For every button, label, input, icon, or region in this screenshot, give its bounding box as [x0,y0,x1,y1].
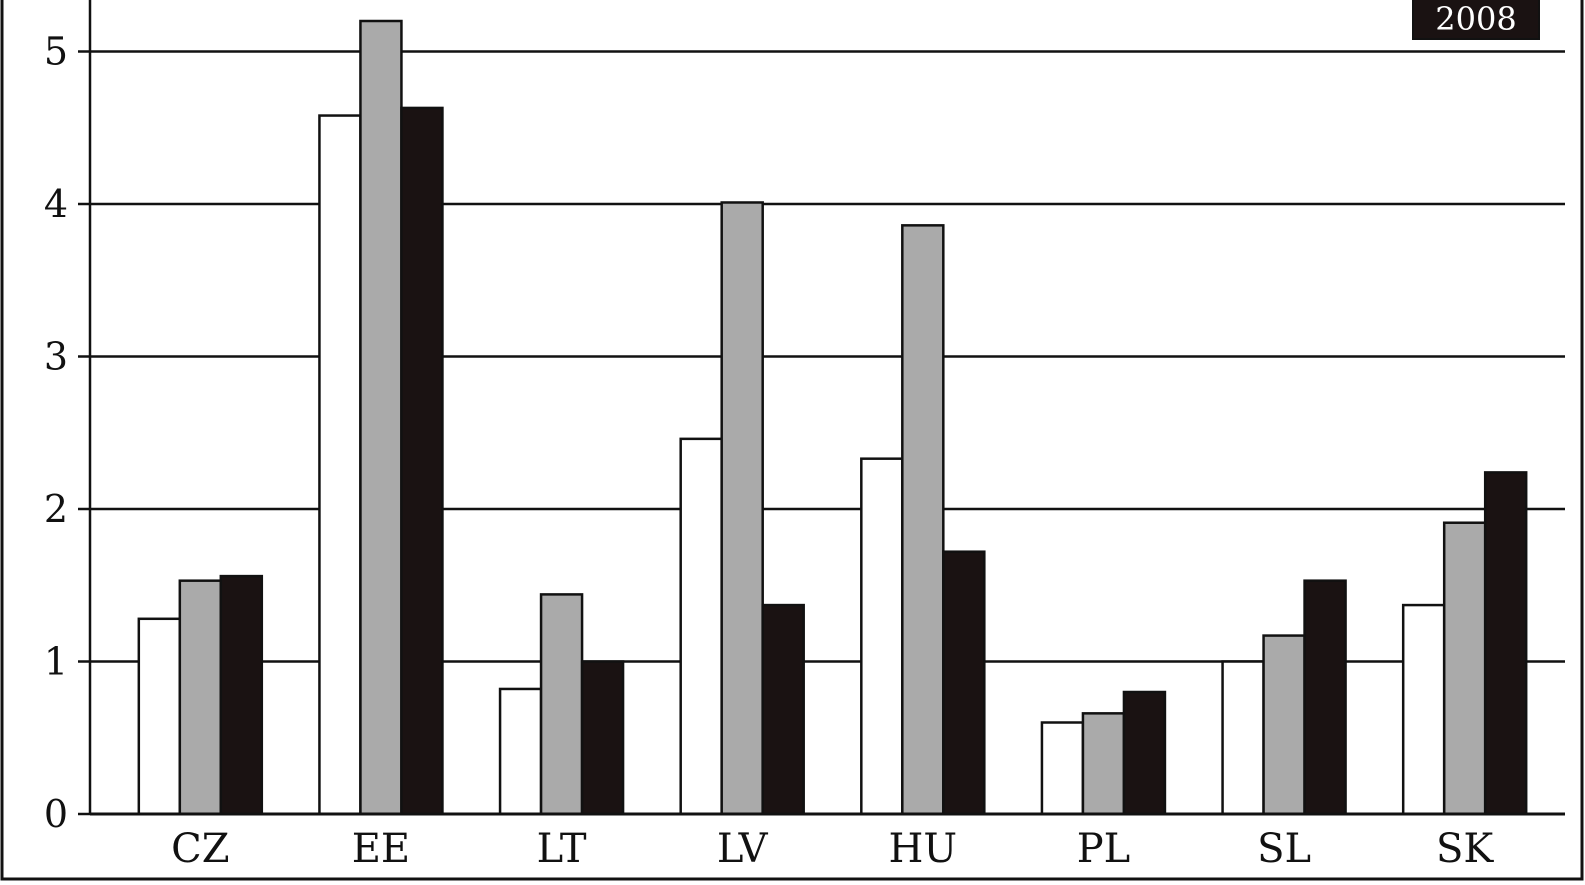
bar-HU-series-3 [942,550,986,816]
bar-SL-series-2 [1262,634,1306,816]
x-tick-label-HU: HU [889,826,958,872]
x-tick-label-EE: EE [352,826,410,872]
bar-SK-series-3 [1483,471,1528,816]
x-tick-label-SK: SK [1436,826,1494,872]
bar-LV-series-3 [761,603,805,816]
bar-PL-series-1 [1040,721,1085,816]
bar-SL-series-3 [1303,579,1347,816]
y-tick-label-4: 4 [44,182,68,226]
x-tick-label-LV: LV [717,826,769,872]
y-tick-label-2: 2 [44,487,68,531]
x-tick-label-CZ: CZ [171,826,229,872]
bar-SK-series-2 [1442,521,1487,816]
bar-LT-series-1 [498,687,543,816]
bar-SL-series-1 [1221,660,1265,816]
y-tick-label-3: 3 [44,335,68,379]
bar-LT-series-3 [580,660,625,816]
bar-PL-series-2 [1081,712,1126,816]
legend-swatch-2008 [1412,0,1540,40]
axes: 0 1 2 3 4 5 CZ EE LT LV HU PL SL SK [44,0,1565,872]
bar-SK-series-1 [1401,603,1446,816]
y-tick-label-0: 0 [44,792,68,836]
bar-CZ-series-1 [137,617,182,816]
bar-EE-series-2 [359,19,403,816]
bar-EE-series-3 [400,106,444,816]
bar-LV-series-1 [679,437,723,816]
bar-CZ-series-2 [178,579,223,816]
legend: 2008 [1412,0,1540,40]
legend-label-2008: 2008 [1435,0,1516,38]
bar-LV-series-2 [720,201,764,816]
y-tick-label-5: 5 [44,30,68,74]
bar-HU-series-2 [901,224,945,816]
bar-EE-series-1 [318,114,362,816]
bars [137,19,1528,816]
x-tick-label-LT: LT [537,826,587,872]
x-tick-label-SL: SL [1257,826,1311,872]
y-tick-label-1: 1 [44,640,68,684]
bar-LT-series-2 [539,593,584,816]
bar-PL-series-3 [1122,690,1167,816]
bar-CZ-series-3 [219,574,264,816]
x-tick-label-PL: PL [1077,826,1130,872]
bar-HU-series-1 [860,457,904,816]
